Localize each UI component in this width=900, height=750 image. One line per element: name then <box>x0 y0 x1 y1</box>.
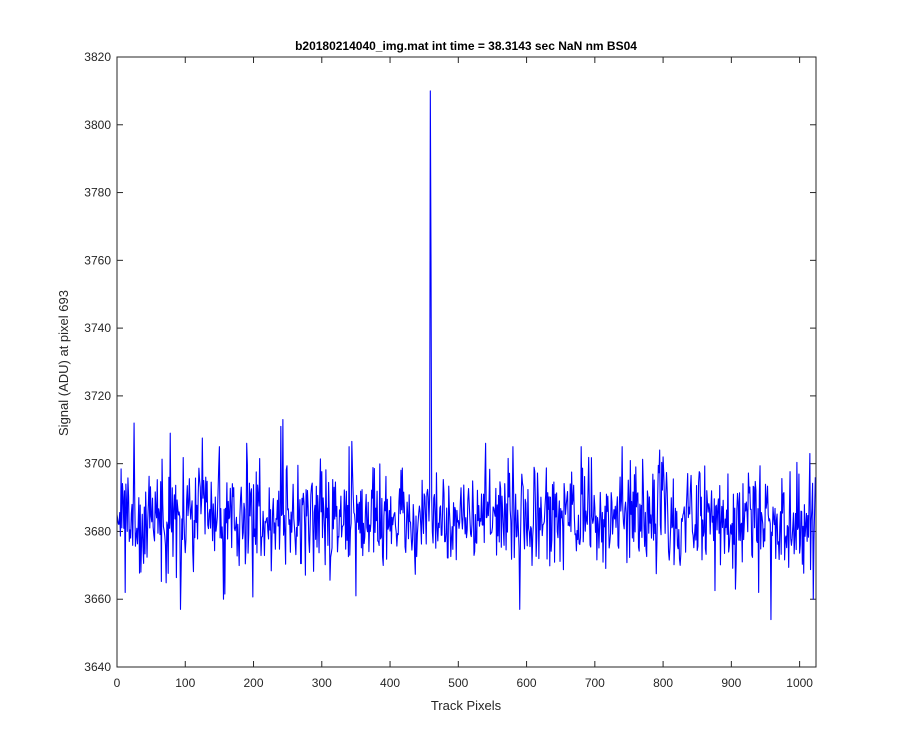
y-tick-label: 3780 <box>84 186 111 200</box>
chart-title: b20180214040_img.mat int time = 38.3143 … <box>295 39 637 53</box>
x-tick-label: 100 <box>175 676 195 690</box>
axes-box <box>116 56 817 668</box>
y-axis-label: Signal (ADU) at pixel 693 <box>56 290 71 436</box>
x-tick-label: 1000 <box>786 676 813 690</box>
y-tick-label: 3720 <box>84 389 111 403</box>
y-tick-label: 3820 <box>84 50 111 64</box>
signal-series-line <box>116 90 816 621</box>
y-tick-label: 3680 <box>84 524 111 538</box>
x-tick-label: 300 <box>312 676 332 690</box>
x-tick-label: 900 <box>721 676 741 690</box>
plot-area: 0 100 200 300 400 500 600 700 800 900 1000 3640 3660… <box>84 50 817 690</box>
y-tick-label: 3640 <box>84 660 111 674</box>
y-tick-label: 3660 <box>84 592 111 606</box>
x-tick-label: 500 <box>448 676 468 690</box>
x-tick-label: 200 <box>244 676 264 690</box>
x-axis-label: Track Pixels <box>431 698 502 713</box>
x-tick-label: 400 <box>380 676 400 690</box>
x-tick-label: 800 <box>653 676 673 690</box>
x-tick-label: 700 <box>585 676 605 690</box>
x-tick-label: 0 <box>114 676 121 690</box>
y-tick-label: 3760 <box>84 253 111 267</box>
y-tick-label: 3740 <box>84 321 111 335</box>
y-tick-label: 3700 <box>84 457 111 471</box>
axes-background <box>117 57 816 667</box>
x-tick-label: 600 <box>517 676 537 690</box>
y-tick-label: 3800 <box>84 118 111 132</box>
